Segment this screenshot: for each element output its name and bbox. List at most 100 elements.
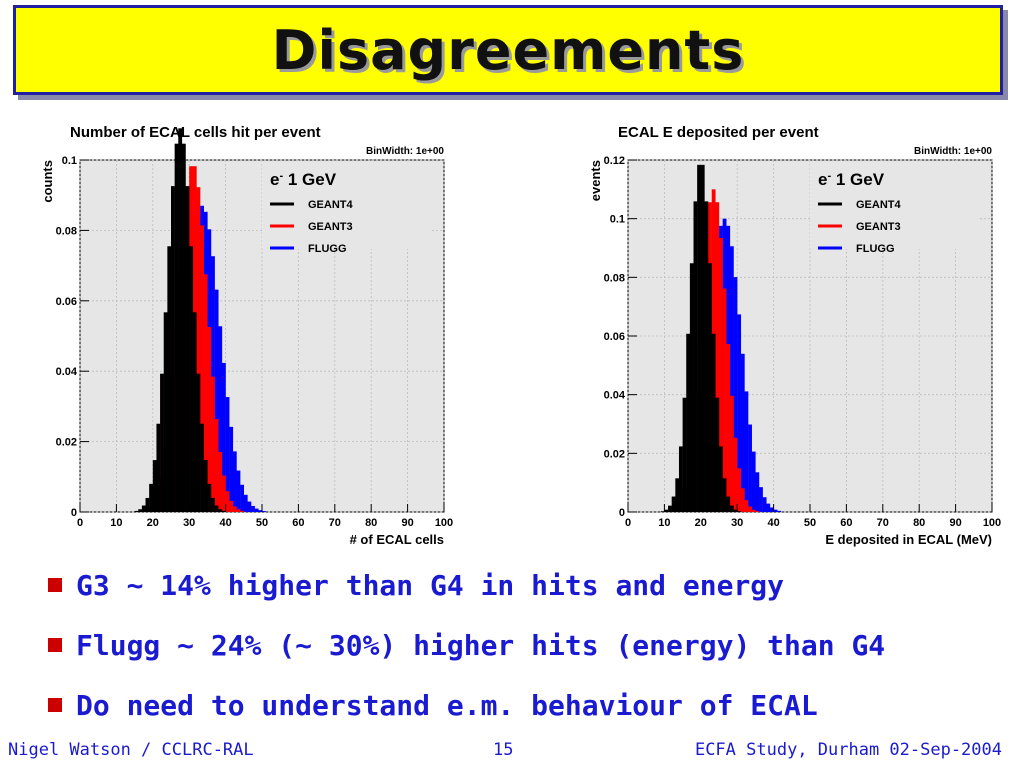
bullet-text: Flugg ~ 24% (~ 30%) higher hits (energy)…	[76, 628, 886, 662]
y-tick-label: 0	[619, 507, 625, 519]
chart-title: Number of ECAL cells hit per event	[70, 124, 321, 141]
histogram-bar	[156, 423, 161, 512]
y-tick-label: 0	[71, 507, 77, 519]
binwidth-label: BinWidth: 1e+00	[366, 146, 444, 157]
histogram-bar	[251, 505, 255, 512]
histogram-bar	[733, 437, 738, 512]
energy-deposited-histogram: ECAL E deposited per event BinWidth: 1e+0…	[578, 115, 1008, 560]
histogram-bar	[678, 446, 683, 512]
histogram-bar	[675, 478, 680, 512]
slide-title: Disagreements	[271, 18, 745, 82]
histogram-bar	[225, 397, 230, 512]
legend-label: GEANT3	[308, 221, 353, 233]
histogram-bar	[708, 263, 712, 512]
histogram-bar	[769, 507, 774, 512]
y-tick-label: 0.04	[604, 390, 626, 402]
histogram-bar	[174, 143, 179, 513]
y-tick-label: 0.02	[604, 448, 625, 460]
y-tick-label: 0.08	[56, 225, 77, 237]
histogram-bar	[715, 202, 720, 512]
series-geant4	[134, 128, 226, 513]
legend-label: GEANT4	[856, 199, 902, 211]
histogram-bar	[236, 509, 241, 512]
legend-label: FLUGG	[856, 243, 895, 255]
x-tick-label: 0	[77, 517, 83, 529]
x-tick-label: 70	[329, 517, 341, 529]
histogram-bar	[214, 418, 219, 512]
histogram-bar	[229, 426, 234, 512]
histogram-bar	[163, 312, 168, 512]
histogram-bar	[262, 511, 266, 512]
histogram-bar	[207, 326, 212, 512]
histogram-bar	[722, 478, 727, 512]
histogram-bar	[766, 503, 771, 512]
y-tick-label: 0.02	[56, 437, 77, 449]
histogram-bar	[178, 128, 183, 512]
histogram-bar	[207, 483, 212, 512]
cells-hit-histogram: Number of ECAL cells hit per event BinWid…	[30, 115, 460, 560]
histogram-bar	[715, 397, 720, 512]
histogram-bar	[660, 511, 665, 512]
x-tick-label: 100	[983, 517, 1001, 529]
legend-title: e- 1 GeV	[818, 170, 885, 189]
histogram-bar	[748, 424, 752, 512]
histogram-bar	[214, 289, 219, 512]
histogram-bar	[686, 333, 691, 512]
x-tick-label: 50	[256, 517, 268, 529]
histogram-bar	[200, 423, 204, 512]
histogram-bar	[733, 509, 738, 512]
histogram-bar	[762, 497, 767, 512]
x-tick-label: 30	[731, 517, 743, 529]
x-tick-label: 70	[877, 517, 889, 529]
histogram-bar	[203, 460, 208, 512]
histogram-bar	[243, 494, 248, 512]
histogram-bar	[229, 500, 234, 512]
histogram-bar	[697, 164, 701, 512]
histogram-bar	[200, 225, 204, 512]
histogram-bar	[711, 333, 716, 512]
binwidth-label: BinWidth: 1e+00	[914, 146, 992, 157]
x-tick-label: 50	[804, 517, 816, 529]
histogram-bar	[726, 496, 731, 512]
histogram-bar	[254, 508, 259, 512]
histogram-bar	[214, 505, 219, 512]
x-tick-label: 10	[658, 517, 670, 529]
y-axis-label: events	[588, 160, 603, 201]
bullet-item: G3 ~ 14% higher than G4 in hits and ener…	[48, 555, 1008, 615]
histogram-bar	[671, 496, 676, 512]
histogram-bar	[664, 509, 669, 512]
histogram-bar	[777, 510, 782, 512]
histogram-bar	[225, 491, 230, 512]
slide-footer: Nigel Watson / CCLRC-RAL 15 ECFA Study, …	[0, 738, 1024, 764]
histogram-bar	[740, 488, 745, 512]
footer-page-number: 15	[493, 740, 514, 760]
histogram-bar	[693, 201, 698, 512]
histogram-bar	[134, 510, 139, 512]
histogram-bar	[196, 373, 201, 512]
x-tick-label: 20	[147, 517, 159, 529]
histogram-bar	[719, 446, 723, 512]
legend-label: GEANT3	[856, 221, 901, 233]
histogram-bar	[729, 395, 734, 512]
x-tick-label: 100	[435, 517, 453, 529]
bullet-text: Do need to understand e.m. behaviour of …	[76, 688, 818, 722]
bullet-text: G3 ~ 14% higher than G4 in hits and ener…	[76, 568, 785, 602]
x-tick-label: 0	[625, 517, 631, 529]
x-tick-label: 30	[183, 517, 195, 529]
histogram-bar	[218, 451, 223, 512]
bullet-marker	[48, 578, 62, 592]
bullet-marker	[48, 698, 62, 712]
histogram-bar	[755, 472, 760, 512]
x-tick-label: 80	[913, 517, 925, 529]
histogram-bar	[192, 312, 197, 512]
histogram-bar	[145, 497, 150, 512]
histogram-bar	[189, 246, 194, 512]
energy-deposited-histogram-svg: ECAL E deposited per event BinWidth: 1e+0…	[588, 124, 1001, 547]
histogram-bar	[740, 353, 745, 512]
histogram-bar	[704, 201, 709, 512]
cells-hit-histogram-svg: Number of ECAL cells hit per event BinWid…	[40, 124, 453, 547]
legend-title: e- 1 GeV	[270, 170, 337, 189]
histogram-bar	[185, 186, 190, 512]
y-tick-label: 0.12	[604, 155, 625, 167]
histogram-bar	[211, 497, 215, 512]
